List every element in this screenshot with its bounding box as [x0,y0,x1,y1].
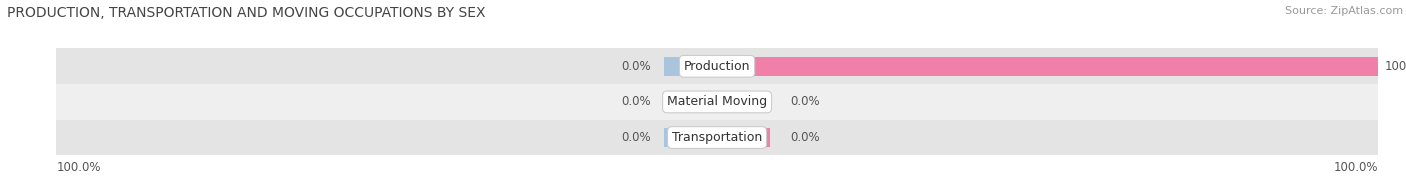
Text: Material Moving: Material Moving [666,95,768,108]
Text: 0.0%: 0.0% [621,95,651,108]
Bar [56,48,1378,84]
Bar [717,57,1378,75]
Text: Source: ZipAtlas.com: Source: ZipAtlas.com [1285,6,1403,16]
Text: 100.0%: 100.0% [1385,60,1406,73]
Text: Transportation: Transportation [672,131,762,144]
Bar [56,84,1378,120]
Text: 0.0%: 0.0% [790,95,820,108]
Text: 0.0%: 0.0% [790,131,820,144]
Bar [56,120,1378,155]
Text: 100.0%: 100.0% [1333,161,1378,174]
Bar [717,128,770,147]
Bar [717,93,770,111]
Text: 0.0%: 0.0% [621,131,651,144]
Text: 0.0%: 0.0% [621,60,651,73]
Bar [664,57,717,75]
Text: PRODUCTION, TRANSPORTATION AND MOVING OCCUPATIONS BY SEX: PRODUCTION, TRANSPORTATION AND MOVING OC… [7,6,485,20]
Text: Production: Production [683,60,751,73]
Bar [664,128,717,147]
Text: 100.0%: 100.0% [56,161,101,174]
Bar [664,93,717,111]
